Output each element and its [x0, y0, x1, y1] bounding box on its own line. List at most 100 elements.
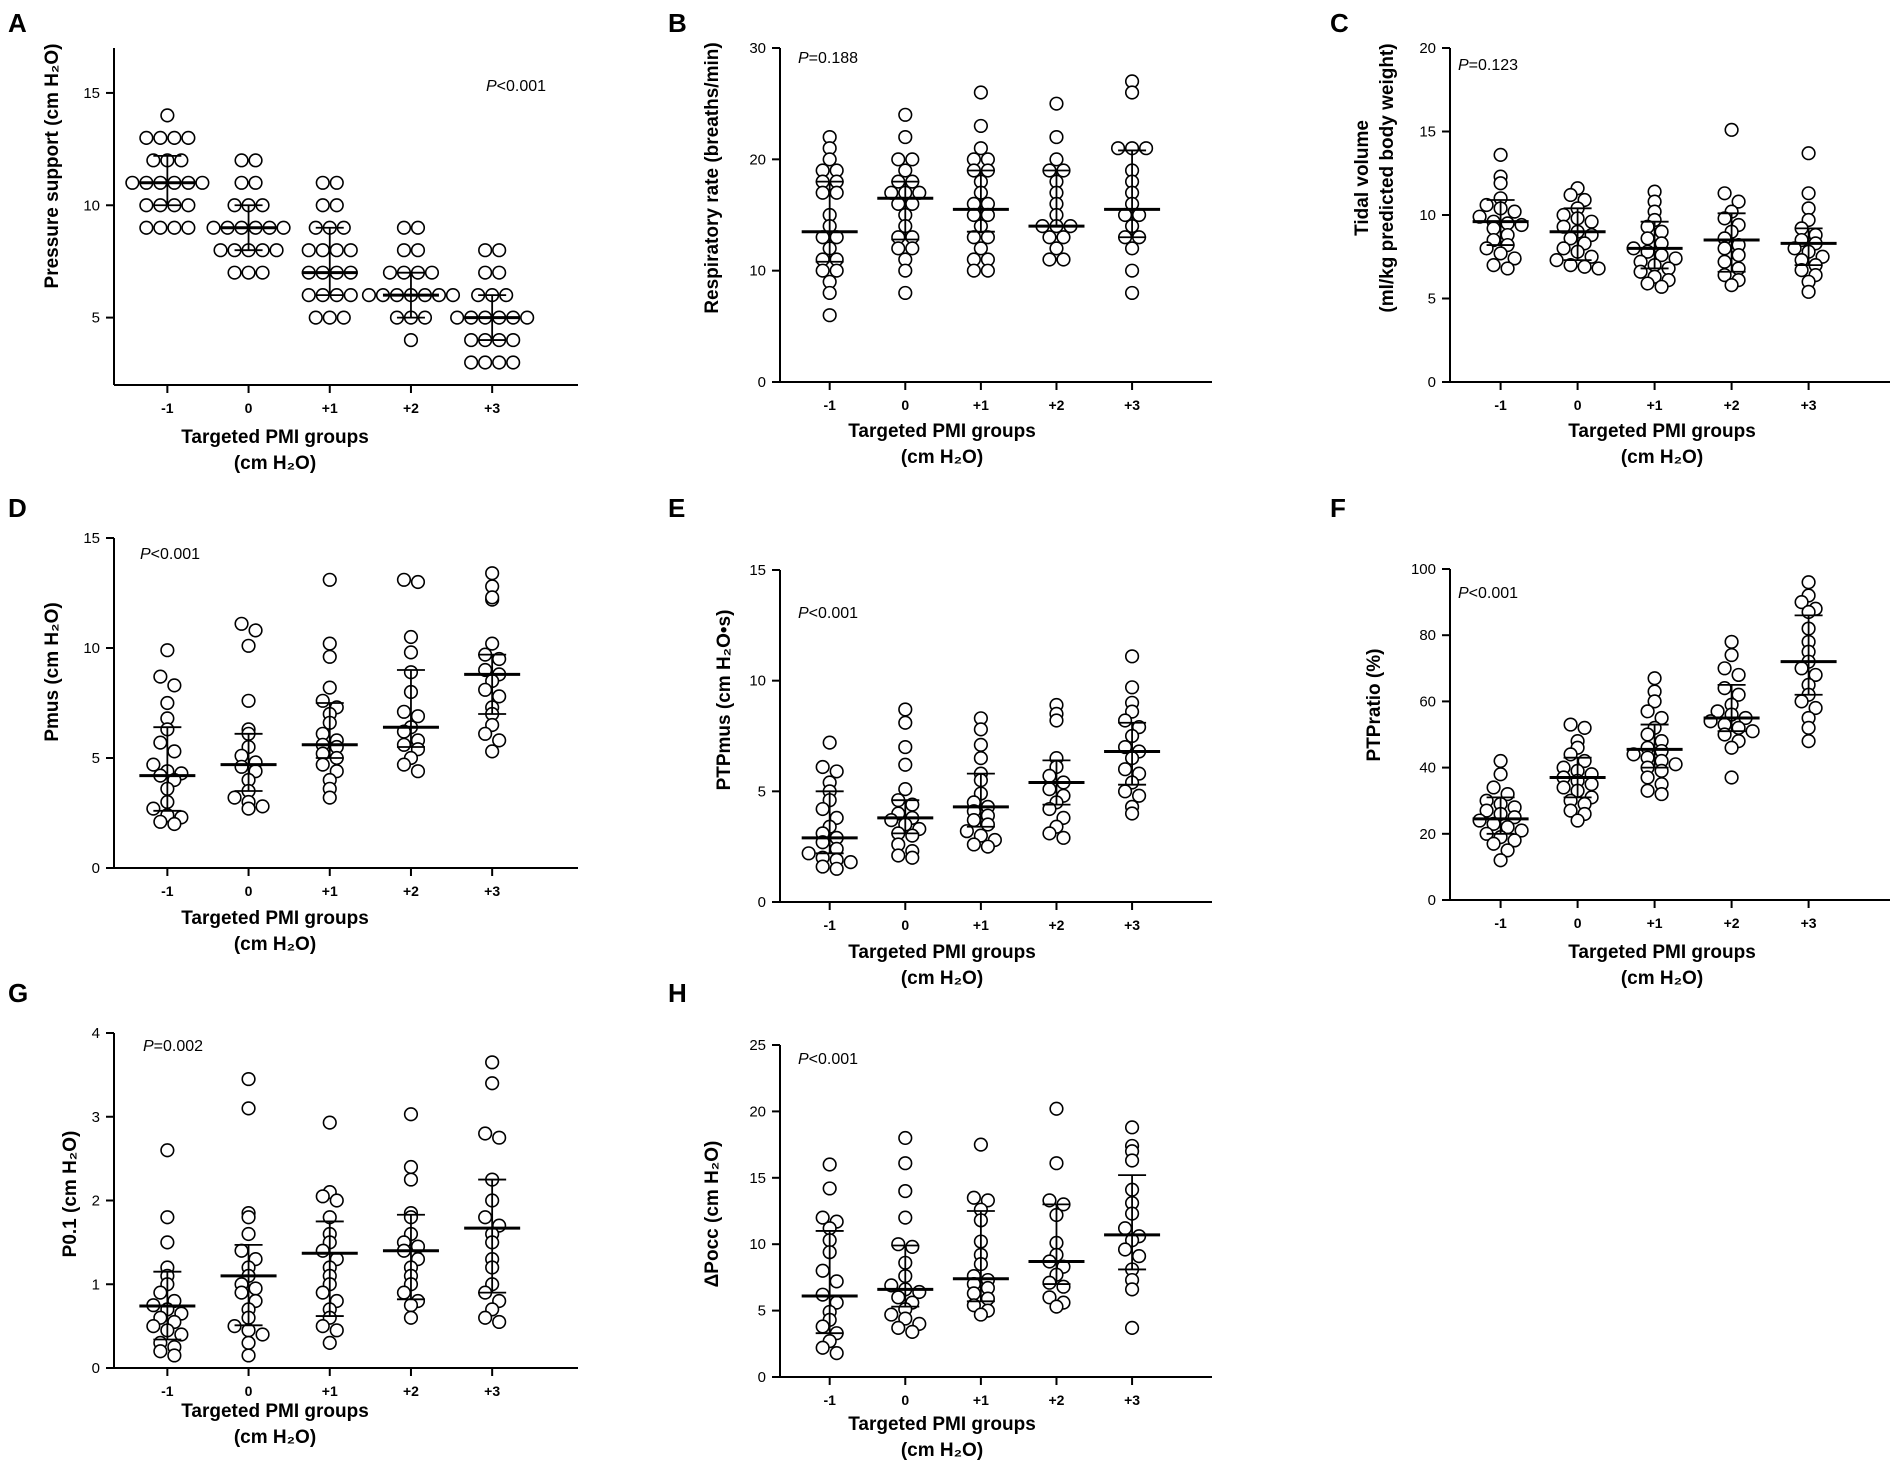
y-tick-label-b: 0: [758, 374, 766, 391]
x-tick-label-c: +3: [1801, 397, 1817, 413]
x-tick-label-a: +3: [484, 400, 500, 416]
data-point-g: [241, 1071, 256, 1087]
data-point-a: [396, 243, 412, 258]
data-point-a: [181, 130, 196, 145]
x-tick-label-h: 0: [901, 1392, 909, 1408]
y-tick-label-g: 4: [92, 1025, 100, 1042]
data-point-e: [905, 850, 920, 865]
x-tick-label-b: +1: [973, 397, 989, 413]
data-point-g: [153, 1344, 168, 1359]
data-point-a: [255, 265, 270, 280]
x-tick-label-h: +2: [1048, 1392, 1064, 1408]
data-point-b: [1110, 141, 1126, 156]
x-axis-title-a: Targeted PMI groups: [181, 427, 369, 448]
x-tick-label-e: +1: [973, 917, 989, 933]
data-point-d: [160, 695, 175, 711]
data-point-b: [1124, 285, 1140, 301]
data-point-c: [1731, 261, 1746, 276]
data-point-h: [1042, 1290, 1057, 1305]
data-point-h: [1056, 1279, 1071, 1294]
data-point-g: [485, 1055, 500, 1070]
y-tick-label-h: 10: [749, 1236, 766, 1253]
data-point-e: [1117, 713, 1133, 728]
data-point-g: [478, 1126, 493, 1141]
y-tick-label-f: 40: [1419, 760, 1436, 777]
data-point-a: [276, 220, 291, 235]
y-tick-label-c: 15: [1419, 124, 1436, 141]
data-point-a: [478, 265, 493, 280]
data-point-b: [966, 230, 981, 245]
data-point-f: [1647, 694, 1662, 709]
data-point-e: [891, 848, 906, 863]
p-value-f: P<0.001: [1458, 585, 1518, 602]
data-point-c: [1717, 186, 1732, 201]
plot-area-h: 0 5 10 15 20 25 -1 0 +1 +2 +3: [749, 1037, 1212, 1408]
data-point-g: [255, 1327, 270, 1342]
panel-f: F PTPratio (%) P<0.001 0 20 40 60 80 100 -1 0 +1…: [1330, 493, 1890, 989]
data-point-c: [1654, 224, 1669, 239]
data-point-f: [1745, 724, 1760, 739]
data-point-d: [167, 678, 182, 693]
y-axis-subtitle-c: (ml/kg predicted body weight): [1377, 43, 1398, 312]
x-tick-label-d: +3: [484, 883, 500, 899]
data-point-f: [1493, 753, 1508, 769]
data-point-g: [403, 1159, 419, 1175]
x-tick-label-e: +3: [1124, 917, 1140, 933]
data-point-h: [898, 1130, 913, 1146]
x-tick-label-a: 0: [245, 400, 253, 416]
x-tick-label-b: -1: [823, 397, 836, 413]
data-point-g: [234, 1243, 249, 1258]
data-point-b: [1042, 252, 1057, 267]
data-point-c: [1717, 241, 1732, 256]
data-point-e: [898, 757, 913, 772]
data-point-b: [898, 263, 913, 278]
data-point-a: [396, 220, 412, 235]
data-point-e: [973, 722, 988, 737]
data-point-f: [1724, 770, 1739, 785]
data-point-c: [1507, 251, 1522, 266]
x-axis-unit-c: (cm H₂O): [1621, 447, 1703, 468]
data-point-c: [1668, 251, 1683, 266]
data-point-a: [301, 288, 316, 303]
data-point-a: [308, 310, 323, 325]
data-point-c: [1801, 146, 1816, 161]
data-point-e: [1042, 768, 1057, 783]
data-point-h: [973, 1307, 988, 1322]
data-point-b: [1049, 241, 1064, 256]
data-point-a: [248, 175, 263, 190]
data-point-a: [213, 243, 228, 258]
data-point-b: [898, 107, 913, 122]
data-point-b: [829, 263, 844, 278]
data-point-b: [973, 141, 988, 156]
data-point-h: [815, 1263, 830, 1278]
data-point-a: [167, 220, 182, 235]
data-point-f: [1668, 757, 1683, 772]
plot-area-e: 0 5 10 15 -1 0 +1 +2 +3: [749, 562, 1212, 933]
data-point-a: [181, 220, 196, 235]
data-point-d: [410, 764, 426, 779]
x-tick-label-a: -1: [161, 400, 174, 416]
data-point-a: [382, 265, 398, 280]
data-point-d: [410, 574, 426, 590]
plot-area-f: 0 20 40 60 80 100 -1 0 +1 +2 +3: [1411, 561, 1890, 931]
data-point-d: [403, 629, 419, 645]
x-tick-label-f: -1: [1494, 915, 1507, 931]
data-point-a: [315, 175, 330, 190]
data-point-c: [1493, 176, 1508, 191]
data-point-g: [322, 1335, 337, 1350]
data-point-g: [160, 1143, 175, 1158]
data-point-c: [1801, 284, 1816, 299]
data-point-f: [1654, 786, 1669, 802]
data-point-c: [1577, 259, 1592, 274]
data-point-a: [464, 355, 479, 370]
y-tick-label-f: 80: [1419, 627, 1436, 644]
x-axis-unit-e: (cm H₂O): [901, 968, 983, 989]
x-tick-label-b: 0: [901, 397, 909, 413]
x-tick-label-d: +2: [403, 883, 419, 899]
x-axis-unit-f: (cm H₂O): [1621, 968, 1703, 989]
data-point-g: [241, 1226, 256, 1242]
data-point-a: [174, 153, 189, 168]
data-point-a: [403, 332, 419, 348]
data-point-b: [980, 263, 995, 278]
data-point-g: [248, 1281, 263, 1296]
